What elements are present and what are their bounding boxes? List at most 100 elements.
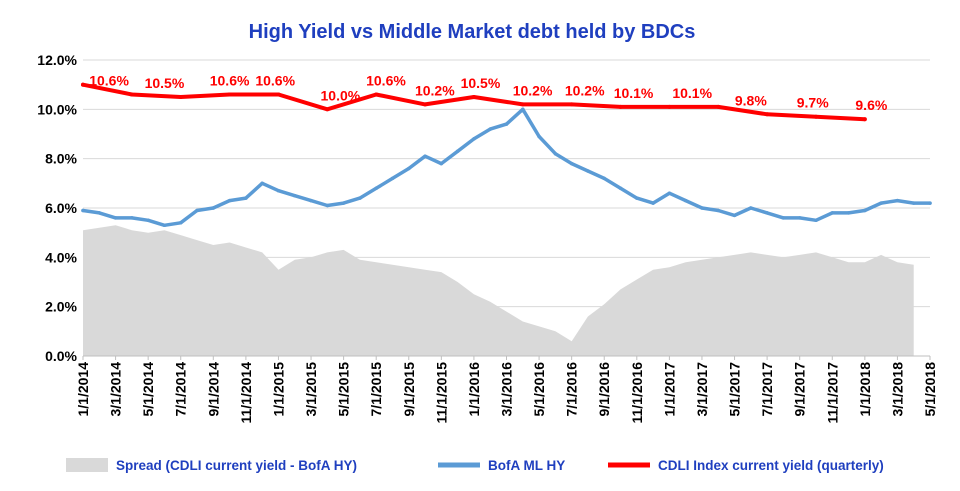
x-tick-label: 7/1/2014	[173, 362, 189, 417]
hy-point	[569, 161, 574, 166]
cdli-data-label: 10.1%	[614, 85, 654, 101]
x-tick-label: 9/1/2016	[596, 362, 612, 417]
cdli-point	[814, 114, 818, 119]
x-tick-label: 7/1/2016	[564, 362, 580, 417]
cdli-point	[520, 102, 525, 107]
cdli-data-label: 9.8%	[735, 92, 767, 108]
cdli-data-label: 10.6%	[89, 73, 129, 89]
hy-point	[439, 161, 444, 166]
hy-point	[879, 201, 883, 205]
hy-point	[358, 196, 362, 200]
hy-point	[309, 198, 313, 203]
hy-point	[162, 223, 167, 228]
hy-point	[537, 134, 541, 139]
cdli-point	[374, 92, 379, 97]
cdli-point	[276, 92, 281, 97]
cdli-data-label: 10.2%	[565, 82, 605, 98]
x-tick-label: 5/1/2015	[336, 362, 352, 417]
y-tick-label: 0.0%	[45, 348, 77, 364]
cdli-point	[178, 95, 183, 99]
x-tick-label: 5/1/2017	[727, 362, 743, 417]
hy-point	[863, 208, 867, 213]
hy-point	[260, 181, 264, 186]
x-tick-label: 3/1/2017	[694, 362, 710, 417]
x-tick-label: 9/1/2017	[792, 362, 808, 417]
hy-point	[521, 107, 525, 112]
x-tick-label: 3/1/2015	[303, 362, 319, 417]
x-tick-label: 9/1/2014	[205, 362, 221, 417]
legend-label: Spread (CDLI current yield - BofA HY)	[116, 458, 357, 473]
y-tick-label: 10.0%	[37, 101, 77, 117]
hy-point	[586, 169, 590, 173]
cdli-point	[618, 104, 623, 109]
hy-point	[276, 188, 281, 193]
hy-point	[81, 208, 85, 213]
x-tick-label: 5/1/2014	[140, 362, 156, 417]
hy-point	[667, 191, 672, 195]
cdli-point	[129, 92, 134, 97]
hy-point	[765, 211, 769, 215]
x-tick-label: 1/1/2015	[270, 362, 286, 417]
cdli-data-label: 9.6%	[855, 97, 887, 113]
hy-point	[504, 122, 509, 126]
cdli-point	[81, 82, 85, 87]
hy-point	[455, 149, 460, 154]
spread-area-layer	[83, 225, 914, 356]
x-tick-label: 5/1/2016	[531, 362, 547, 417]
y-tick-label: 4.0%	[45, 249, 77, 265]
hy-point	[732, 213, 737, 218]
x-tick-label: 11/1/2017	[824, 362, 840, 424]
hy-point	[195, 208, 199, 213]
hy-point	[423, 154, 427, 158]
cdli-data-label: 9.7%	[797, 95, 829, 111]
x-tick-label: 1/1/2018	[857, 362, 873, 417]
cdli-point	[569, 102, 574, 107]
hy-point	[635, 196, 639, 200]
cdli-data-label: 10.2%	[513, 82, 553, 98]
x-tick-label: 1/1/2017	[661, 362, 677, 417]
hy-point	[602, 176, 606, 181]
y-tick-label: 8.0%	[45, 151, 77, 167]
x-tick-label: 11/1/2015	[433, 362, 449, 424]
hy-point	[97, 211, 102, 215]
legend: Spread (CDLI current yield - BofA HY) Bof…	[66, 458, 884, 473]
legend-label: CDLI Index current yield (quarterly)	[658, 458, 884, 473]
data-labels: 10.6% 10.5% 10.6% 10.6% 10.0% 10.6% 10.2% 10.5%…	[89, 73, 888, 114]
y-tick-label: 2.0%	[45, 299, 77, 315]
hy-point	[797, 216, 802, 220]
hy-point	[325, 203, 330, 208]
x-tick-label: 5/1/2018	[922, 362, 938, 417]
chart-title: High Yield vs Middle Market debt held by…	[249, 21, 696, 43]
cdli-point	[667, 104, 672, 109]
cdli-point	[765, 112, 770, 117]
hy-point	[895, 198, 900, 203]
cdli-data-label: 10.6%	[366, 73, 406, 89]
legend-label: BofA ML HY	[488, 458, 565, 473]
hy-point	[846, 211, 851, 215]
y-tick-label: 6.0%	[45, 200, 77, 216]
hy-point	[374, 186, 378, 191]
x-tick-label: 3/1/2016	[499, 362, 515, 417]
cdli-point	[227, 92, 232, 97]
hy-point	[830, 211, 835, 215]
y-tick-label: 12.0%	[37, 52, 77, 68]
hy-point	[700, 206, 704, 210]
x-tick-label: 11/1/2014	[238, 362, 254, 424]
x-tick-label: 7/1/2015	[368, 362, 384, 417]
x-tick-label: 3/1/2014	[108, 362, 124, 417]
hy-point	[683, 198, 688, 203]
cdli-point	[423, 102, 428, 107]
x-tick-label: 11/1/2016	[629, 362, 645, 424]
x-tick-label: 1/1/2014	[75, 362, 91, 417]
hy-point	[211, 206, 216, 210]
hy-point	[618, 186, 623, 191]
hy-point	[749, 206, 753, 210]
hy-point	[814, 218, 818, 223]
cdli-data-label: 10.0%	[321, 87, 361, 103]
hy-point	[553, 151, 558, 156]
hy-point	[407, 166, 411, 171]
x-tick-label: 1/1/2016	[466, 362, 482, 417]
cdli-data-label: 10.6%	[210, 73, 250, 89]
cdli-point	[325, 107, 330, 112]
